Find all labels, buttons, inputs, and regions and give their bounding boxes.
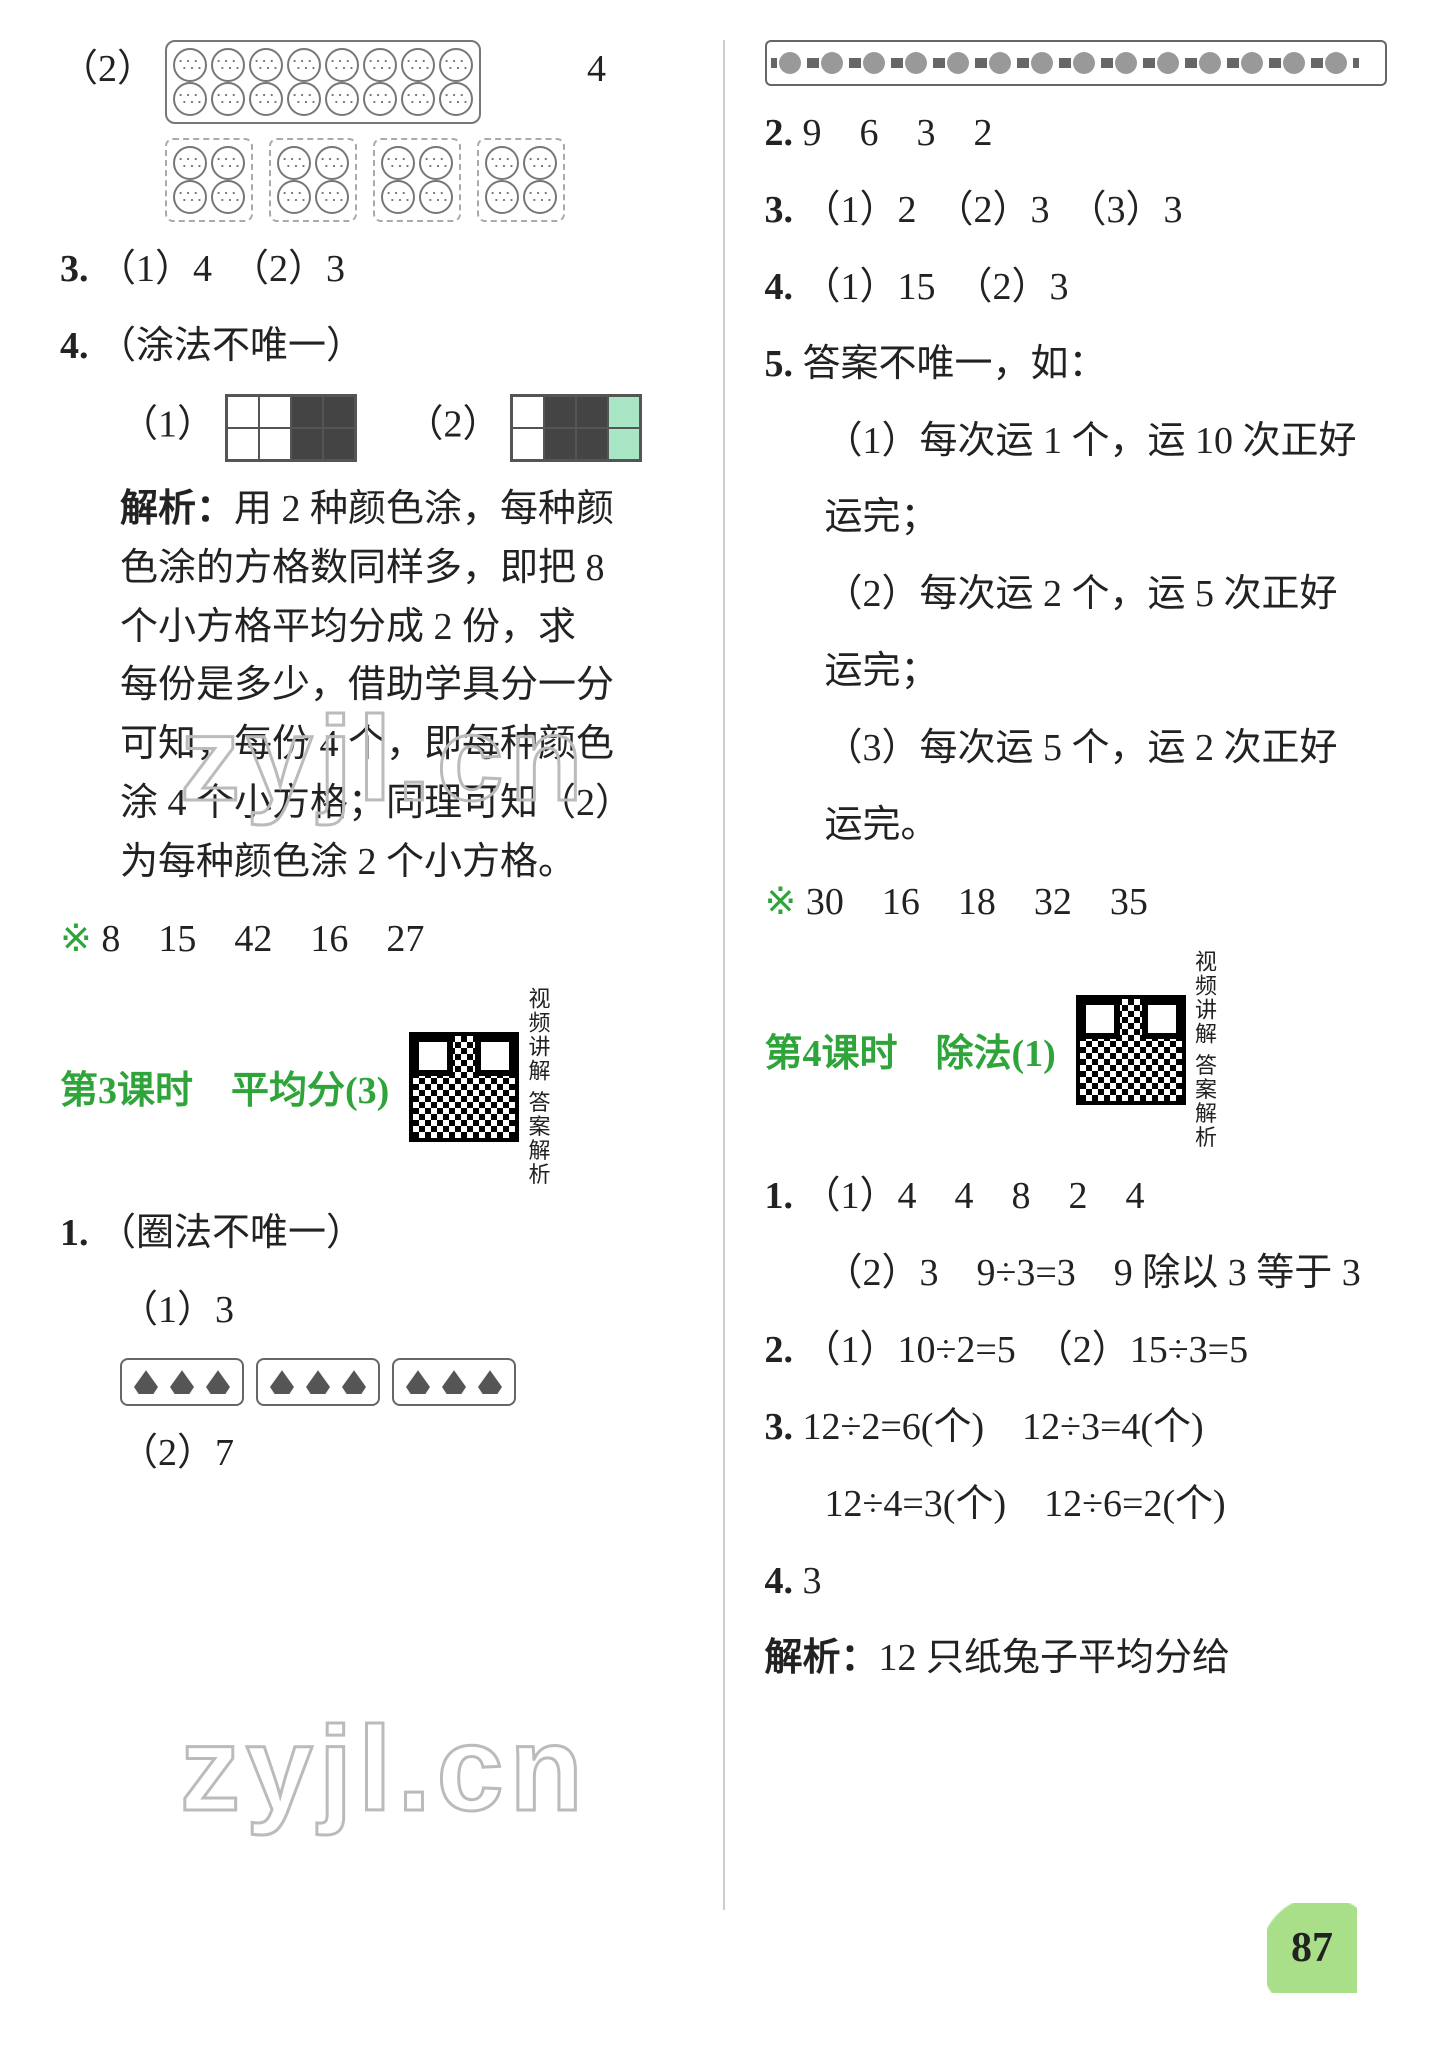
r-q2-text: 9 6 3 2 (803, 112, 993, 154)
qr4-label: 视频讲解 答案解析 (1192, 950, 1216, 1150)
r-q4-prefix: 4. (765, 266, 794, 308)
s4-q3a: 3. 12÷2=6(个) 12÷3=4(个) (765, 1398, 1388, 1457)
left-column: （2） ∵∴∵∴∵∴∵∴∵∴∵∴∵∴∵∴ ∵∴∵∴∵∴∵∴∵∴∵∴∵∴∵∴ ∵∴… (60, 40, 683, 1910)
r-q4: 4. （1）15 （2）3 (765, 258, 1388, 317)
s4-q1-b: （2）3 9÷3=3 9 除以 3 等于 3 (765, 1244, 1388, 1303)
star-values: 8 15 42 16 27 (101, 918, 424, 960)
r-q5-l1: 运完； (765, 488, 1388, 547)
analysis-line-3: 每份是多少，借助学具分一分 (60, 656, 683, 715)
analysis-line-2: 个小方格平均分成 2 份，求 (60, 598, 683, 657)
qr-icon (409, 1032, 519, 1142)
r-q3-prefix: 3. (765, 189, 794, 231)
analysis-line-5: 涂 4 个小方格；同理可知（2） (60, 774, 683, 833)
s3-q1-prefix: 1. (60, 1212, 89, 1254)
s4-q1-a: （1）4 4 8 2 4 (803, 1175, 1145, 1217)
analysis-label: 解析： (120, 488, 234, 530)
s3-q1: 1. （圈法不唯一） (60, 1204, 683, 1263)
s4-q3-prefix: 3. (765, 1406, 794, 1448)
candy-figure (765, 40, 1388, 86)
section3-title-row: 第3课时 平均分(3) 视频讲解 答案解析 (60, 987, 683, 1187)
s4-q4: 4. 3 (765, 1552, 1388, 1611)
analysis-line-1: 色涂的方格数同样多，即把 8 (60, 539, 683, 598)
analysis-line-0: 用 2 种颜色涂，每种颜 (234, 488, 614, 530)
r-q3: 3. （1）2 （2）3 （3）3 (765, 181, 1388, 240)
s4-q4-analysis-text: 12 只纸兔子平均分给 (879, 1637, 1231, 1679)
star-right: ※ 30 16 18 32 35 (765, 873, 1388, 932)
star-values-r: 30 16 18 32 35 (806, 881, 1148, 923)
r-q5-l5: 运完。 (765, 796, 1388, 855)
s3-q1-text: （圈法不唯一） (98, 1212, 364, 1254)
qr4: 视频讲解 答案解析 (1076, 950, 1216, 1150)
q3-prefix: 3. (60, 248, 89, 290)
grid1 (225, 394, 357, 462)
r-q5-l3: 运完； (765, 642, 1388, 701)
grid1-label: （1） (120, 404, 215, 446)
s3-q1-1-label: （1）3 (60, 1281, 683, 1340)
s4-q2: 2. （1）10÷2=5 （2）15÷3=5 (765, 1321, 1388, 1380)
leaf-figure (60, 1358, 683, 1406)
circles-top: ∵∴∵∴∵∴∵∴∵∴∵∴∵∴∵∴ ∵∴∵∴∵∴∵∴∵∴∵∴∵∴∵∴ (165, 40, 481, 124)
q3: 3. （1）4 （2）3 (60, 240, 683, 299)
circles-diagram: ∵∴∵∴∵∴∵∴∵∴∵∴∵∴∵∴ ∵∴∵∴∵∴∵∴∵∴∵∴∵∴∵∴ ∵∴∵∴∵∴… (165, 40, 565, 222)
analysis-block: 解析：用 2 种颜色涂，每种颜 色涂的方格数同样多，即把 8 个小方格平均分成 … (60, 480, 683, 892)
grid2 (510, 394, 642, 462)
star-marker: ※ (60, 918, 92, 960)
r-q5-l0: （1）每次运 1 个，运 10 次正好 (765, 412, 1388, 471)
section3-title: 第3课时 平均分(3) (60, 1059, 389, 1114)
r-q2-prefix: 2. (765, 112, 794, 154)
page-number: 87 (1267, 1903, 1357, 1993)
s4-q2-prefix: 2. (765, 1329, 794, 1371)
q2-figure: （2） ∵∴∵∴∵∴∵∴∵∴∵∴∵∴∵∴ ∵∴∵∴∵∴∵∴∵∴∵∴∵∴∵∴ ∵∴… (60, 40, 683, 222)
s4-q3-a: 12÷2=6(个) 12÷3=4(个) (803, 1406, 1204, 1448)
grid2-label: （2） (406, 404, 501, 446)
r-q5: 5. 答案不唯一，如： (765, 335, 1388, 394)
s4-q4-text: 3 (803, 1560, 822, 1602)
r-q3-text: （1）2 （2）3 （3）3 (803, 189, 1183, 231)
q3-text: （1）4 （2）3 (98, 248, 345, 290)
s3-q1-2-label: （2）7 (60, 1424, 683, 1483)
q2-label: （2） (60, 40, 155, 99)
section4-title-row: 第4课时 除法(1) 视频讲解 答案解析 (765, 950, 1388, 1150)
r-q5-text: 答案不唯一，如： (803, 343, 1107, 385)
s4-q1a: 1. （1）4 4 8 2 4 (765, 1167, 1388, 1226)
section4-title: 第4课时 除法(1) (765, 1022, 1056, 1077)
qr3: 视频讲解 答案解析 (409, 987, 549, 1187)
r-q5-prefix: 5. (765, 343, 794, 385)
q4-grids: （1） （2） (60, 394, 683, 462)
analysis-line-6: 为每种颜色涂 2 个小方格。 (60, 833, 683, 892)
star-marker-r: ※ (765, 881, 797, 923)
s4-q4-prefix: 4. (765, 1560, 794, 1602)
right-column: 2. 9 6 3 2 3. （1）2 （2）3 （3）3 4. （1）15 （2… (765, 40, 1388, 1910)
s4-q4-analysis: 解析：12 只纸兔子平均分给 (765, 1629, 1388, 1688)
s4-q4-analysis-label: 解析： (765, 1637, 879, 1679)
column-divider (723, 40, 725, 1910)
q4-text: （涂法不唯一） (98, 325, 364, 367)
qr-icon (1076, 995, 1186, 1105)
star-left: ※ 8 15 42 16 27 (60, 910, 683, 969)
qr3-label: 视频讲解 答案解析 (525, 987, 549, 1187)
s4-q3-b: 12÷4=3(个) 12÷6=2(个) (765, 1475, 1388, 1534)
r-q4-text: （1）15 （2）3 (803, 266, 1069, 308)
q2-result: 4 (587, 40, 606, 99)
analysis-line-4: 可知，每份 4 个，即每种颜色 (60, 715, 683, 774)
q4: 4. （涂法不唯一） (60, 317, 683, 376)
s4-q1-prefix: 1. (765, 1175, 794, 1217)
q4-prefix: 4. (60, 325, 89, 367)
r-q2: 2. 9 6 3 2 (765, 104, 1388, 163)
r-q5-l4: （3）每次运 5 个，运 2 次正好 (765, 719, 1388, 778)
s4-q2-text: （1）10÷2=5 （2）15÷3=5 (803, 1329, 1249, 1371)
r-q5-l2: （2）每次运 2 个，运 5 次正好 (765, 565, 1388, 624)
